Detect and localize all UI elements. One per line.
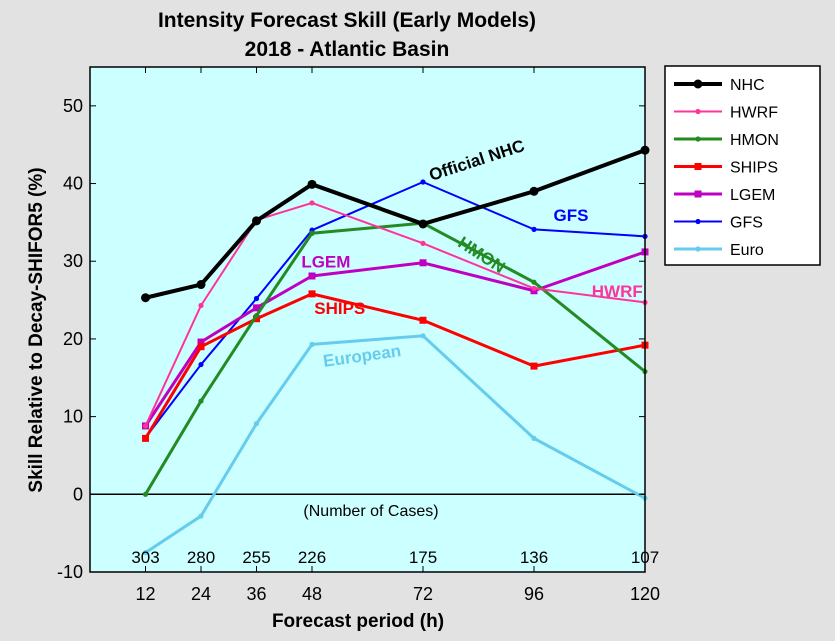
data-point [253,295,260,302]
legend-label: SHIPS [730,160,778,177]
data-point [142,491,149,497]
y-tick-label: 0 [73,484,83,504]
legend-label: GFS [730,215,763,232]
legend-label: NHC [730,77,765,94]
legend-item-ships: SHIPS [674,160,778,177]
x-tick-label: 36 [246,584,266,604]
data-point [694,190,702,198]
series-euro [142,333,648,556]
data-point [530,362,538,370]
y-tick-label: 50 [63,96,83,116]
data-point [419,259,427,267]
x-tick-label: 12 [135,584,155,604]
legend: NHC HWRF HMON SHIPS LGEM GFS Euro [664,65,821,266]
data-point [420,240,426,246]
x-tick-label: 72 [413,584,433,604]
data-point [141,293,150,303]
data-point [198,302,204,309]
data-point [695,136,701,142]
case-count: 280 [187,548,215,567]
plot-area [90,67,645,572]
legend-item-nhc: NHC [674,77,765,94]
series-annotation: HWRF [592,282,643,301]
y-tick-label: 20 [63,329,83,349]
data-point [142,423,149,429]
case-count: 226 [298,548,326,567]
x-axis-label: Forecast period (h) [272,611,444,632]
data-point [252,216,261,226]
data-point [693,79,703,89]
legend-label: LGEM [730,187,775,204]
x-tick-label: 96 [524,584,544,604]
series-nhc [141,145,650,303]
axis-layer: -10 0 10 20 30 40 50 12 24 36 48 72 96 120 [57,67,660,604]
data-point [309,230,315,236]
data-point [198,513,204,519]
y-axis-label: Skill Relative to Decay-SHIFOR5 (%) [26,167,47,492]
legend-item-hwrf: HWRF [674,105,778,122]
data-point [197,338,205,346]
data-point [142,549,149,556]
legend-item-lgem: LGEM [674,187,775,204]
legend-label: HMON [730,132,779,149]
data-point [420,179,426,185]
x-tick-label: 48 [302,584,322,604]
number-of-cases-layer: 303 280 255 226 175 136 107 [131,548,659,567]
data-point [695,218,701,225]
data-point [197,343,205,351]
data-point [198,361,204,368]
data-point [418,219,428,229]
data-point [695,108,701,115]
legend-item-euro: Euro [674,242,764,259]
legend-label: HWRF [730,105,778,122]
y-tick-label: -10 [57,562,83,582]
series-layer [141,145,650,556]
data-point [308,290,316,298]
data-point [253,315,260,323]
data-point [196,280,206,290]
data-point [253,313,260,319]
data-point [309,200,315,206]
y-tick-label: 30 [63,251,83,271]
series-gfs [142,179,648,441]
data-point [309,341,315,347]
data-point [142,434,149,442]
number-of-cases-label: (Number of Cases) [303,503,438,520]
data-point [695,246,701,252]
data-point [531,435,537,441]
case-count: 303 [131,548,159,567]
data-point [529,186,539,196]
case-count: 255 [242,548,270,567]
data-point [531,279,537,285]
data-point [420,333,426,339]
data-point [253,421,260,427]
series-annotation: LGEM [301,252,350,271]
data-point [198,398,204,404]
data-point [531,285,537,292]
case-count: 136 [520,548,548,567]
case-count: 175 [409,548,437,567]
data-point [419,316,427,324]
x-tick-label: 24 [191,584,211,604]
plot-frame [89,66,646,573]
series-annotation: SHIPS [314,299,365,318]
series-annotation: GFS [554,206,589,225]
y-tick-label: 10 [63,407,83,427]
data-point [307,179,317,189]
y-tick-label: 40 [63,174,83,194]
data-point [308,272,316,280]
chart-subtitle: 2018 - Atlantic Basin [245,38,450,61]
data-point [694,163,702,170]
data-point [253,304,260,312]
chart-title: Intensity Forecast Skill (Early Models) [158,9,536,32]
data-point [531,226,537,232]
x-tick-label: 120 [630,584,660,604]
legend-label: Euro [730,242,764,259]
legend-item-hmon: HMON [674,132,779,149]
legend-item-gfs: GFS [674,215,763,232]
